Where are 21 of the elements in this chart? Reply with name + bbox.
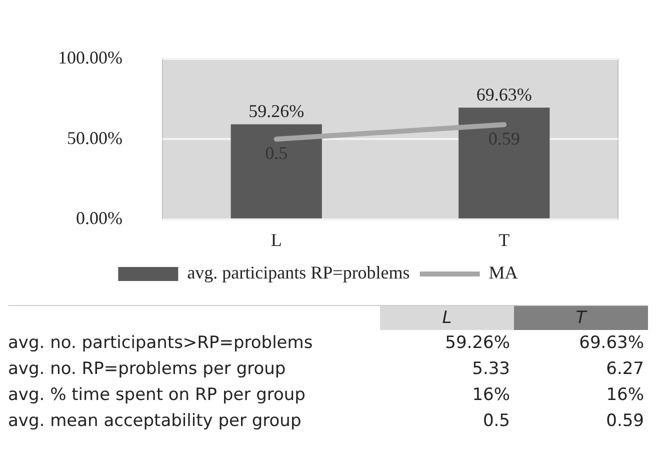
text: 16% xyxy=(472,385,510,405)
legend-label: avg. participants RP=problems xyxy=(187,262,410,283)
text: 0.5 xyxy=(482,411,510,431)
text: 69.63% xyxy=(579,333,644,353)
text: 59.26% xyxy=(445,333,510,353)
y-tick-label: 50.00% xyxy=(66,128,122,148)
category-label: avg. % time spent on RP per group xyxy=(8,385,306,405)
category-label: avg. no. RP=problems per group xyxy=(8,359,286,379)
data-label: 69.63% xyxy=(476,84,532,104)
text: 0.59 xyxy=(606,411,644,431)
text: 6.27 xyxy=(606,359,644,379)
category-label: avg. mean acceptability per group xyxy=(8,411,302,431)
text: 16% xyxy=(606,385,644,405)
category-label: avg. no. participants>RP=problems xyxy=(8,333,313,353)
category-label: T xyxy=(514,306,648,330)
y-tick-label: 0.00% xyxy=(76,208,122,228)
legend-label: MA xyxy=(488,262,518,283)
category-label: L xyxy=(380,306,514,330)
y-tick-label: 100.00% xyxy=(58,48,122,68)
text: 5.33 xyxy=(472,359,510,379)
data-label: 59.26% xyxy=(248,100,304,121)
